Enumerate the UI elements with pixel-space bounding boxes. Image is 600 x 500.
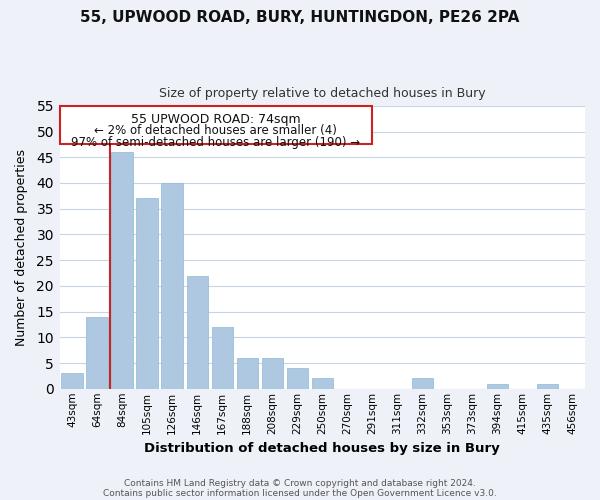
Text: Contains HM Land Registry data © Crown copyright and database right 2024.: Contains HM Land Registry data © Crown c… (124, 478, 476, 488)
FancyBboxPatch shape (59, 106, 372, 144)
Bar (61, 374, 83, 389)
Bar (161, 183, 183, 389)
Bar (262, 358, 283, 389)
Bar (412, 378, 433, 389)
Text: ← 2% of detached houses are smaller (4): ← 2% of detached houses are smaller (4) (94, 124, 337, 137)
Title: Size of property relative to detached houses in Bury: Size of property relative to detached ho… (159, 88, 485, 101)
Text: 97% of semi-detached houses are larger (190) →: 97% of semi-detached houses are larger (… (71, 136, 361, 149)
Bar (537, 384, 558, 389)
Bar (112, 152, 133, 389)
Bar (212, 327, 233, 389)
Bar (287, 368, 308, 389)
Text: Contains public sector information licensed under the Open Government Licence v3: Contains public sector information licen… (103, 488, 497, 498)
Bar (311, 378, 333, 389)
Bar (187, 276, 208, 389)
Text: 55, UPWOOD ROAD, BURY, HUNTINGDON, PE26 2PA: 55, UPWOOD ROAD, BURY, HUNTINGDON, PE26 … (80, 10, 520, 25)
Bar (487, 384, 508, 389)
X-axis label: Distribution of detached houses by size in Bury: Distribution of detached houses by size … (145, 442, 500, 455)
Text: 55 UPWOOD ROAD: 74sqm: 55 UPWOOD ROAD: 74sqm (131, 113, 301, 126)
Bar (86, 316, 107, 389)
Y-axis label: Number of detached properties: Number of detached properties (15, 149, 28, 346)
Bar (236, 358, 258, 389)
Bar (136, 198, 158, 389)
